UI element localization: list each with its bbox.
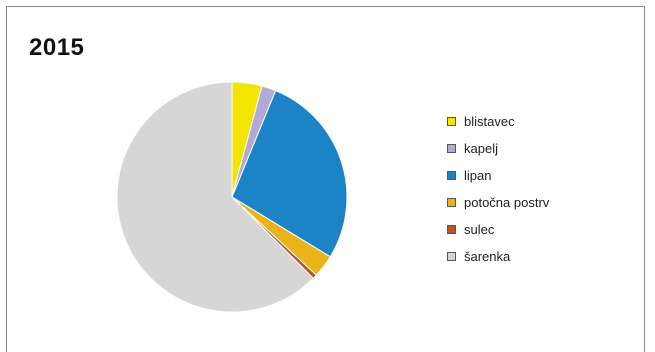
legend-label: potočna postrv	[464, 195, 550, 210]
legend-swatch	[447, 144, 456, 153]
chart-frame: 2015 blistavec kapelj lipan potočna postrv s…	[6, 6, 645, 352]
legend-label: kapelj	[464, 141, 498, 156]
legend-swatch	[447, 225, 456, 234]
legend-label: lipan	[464, 168, 492, 183]
legend-label: sulec	[464, 222, 495, 237]
pie-slice-2	[231, 89, 348, 258]
legend-label: blistavec	[464, 114, 515, 129]
legend-swatch	[447, 171, 456, 180]
pie-chart	[116, 81, 348, 313]
legend-label: šarenka	[464, 249, 511, 264]
legend-swatch	[447, 117, 456, 126]
pie-slice-5	[116, 81, 315, 313]
legend-swatch	[447, 252, 456, 261]
chart-title: 2015	[29, 34, 85, 61]
legend-swatch	[447, 198, 456, 207]
